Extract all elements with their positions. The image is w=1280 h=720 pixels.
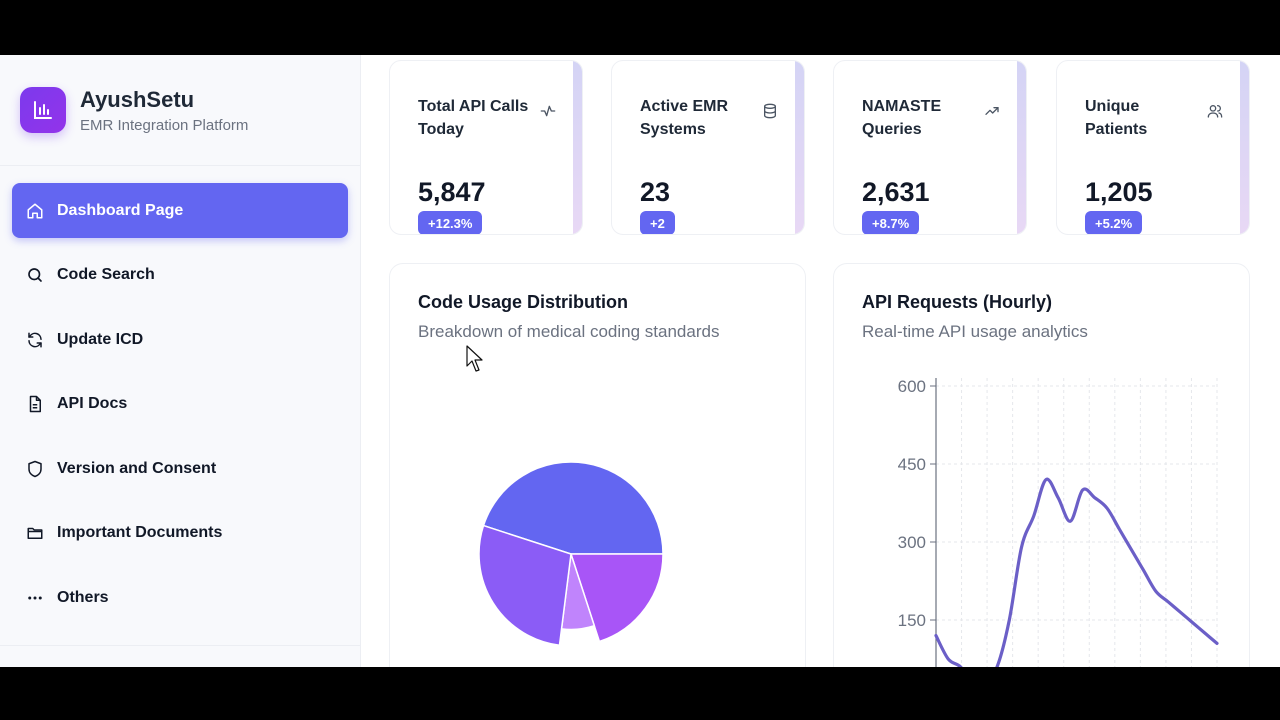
sidebar-item-label: API Docs <box>57 395 128 412</box>
mouse-cursor-icon <box>466 345 483 372</box>
stat-value: 23 <box>640 177 671 207</box>
sidebar-divider <box>0 645 360 646</box>
stat-change-badge: +8.7% <box>862 211 920 234</box>
line-chart: 600 450 300 150 <box>898 377 1219 667</box>
card-title: API Requests (Hourly) <box>862 292 1053 312</box>
folder-icon <box>27 527 43 539</box>
sidebar-nav: Dashboard Page Code Search Update ICD AP… <box>0 166 360 625</box>
pie-slice[interactable] <box>482 438 683 581</box>
sidebar-item-label: Important Documents <box>57 524 223 541</box>
api-requests-card: API Requests (Hourly) Real-time API usag… <box>833 263 1250 667</box>
shield-icon <box>28 460 42 477</box>
brand-subtitle: EMR Integration Platform <box>80 116 249 134</box>
sidebar-item-label: Update ICD <box>57 330 144 348</box>
refresh-icon <box>28 332 42 347</box>
brand-header: AyushSetu EMR Integration Platform <box>0 55 360 166</box>
code-usage-card: Code Usage Distribution Breakdown of med… <box>389 263 806 667</box>
sidebar: AyushSetu EMR Integration Platform Dashb… <box>0 55 361 667</box>
stat-title: NAMASTE Queries <box>862 98 942 138</box>
sidebar-item-others[interactable]: Others <box>12 570 348 625</box>
stat-title: Active EMR Systems <box>640 98 729 138</box>
app-window: AyushSetu EMR Integration Platform Dashb… <box>0 55 1280 667</box>
database-icon <box>764 103 776 119</box>
pie-chart <box>455 438 683 653</box>
sidebar-item-label: Code Search <box>57 266 155 283</box>
pie-slice[interactable] <box>455 524 587 647</box>
sidebar-item-code-search[interactable]: Code Search <box>12 248 348 303</box>
document-icon <box>29 395 41 413</box>
letterbox-bottom <box>0 667 1280 720</box>
activity-icon <box>540 105 556 117</box>
stat-change-badge: +2 <box>640 211 675 234</box>
stat-title: Unique Patients <box>1085 98 1148 138</box>
sidebar-item-update-icd[interactable]: Update ICD <box>12 312 348 367</box>
stat-value: 5,847 <box>418 177 486 207</box>
sidebar-item-label: Version and Consent <box>57 459 217 477</box>
sidebar-item-dashboard[interactable]: Dashboard Page <box>12 183 348 238</box>
bar-chart-icon[interactable] <box>20 87 66 133</box>
users-icon <box>1207 105 1223 118</box>
card-subtitle: Real-time API usage analytics <box>862 322 1088 341</box>
search-icon <box>28 268 42 282</box>
y-tick-label: 450 <box>898 455 926 474</box>
trending-up-icon <box>985 107 999 115</box>
series-line[interactable] <box>934 477 1219 667</box>
letterbox-top <box>0 0 1280 55</box>
stat-card-namaste-queries: NAMASTE Queries 2,631 +8.7% <box>833 60 1027 235</box>
stat-value: 1,205 <box>1085 177 1153 207</box>
sidebar-item-label: Dashboard Page <box>57 201 184 219</box>
stat-card-api-calls: Total API Calls Today 5,847 +12.3% <box>389 60 583 235</box>
stat-change-badge: +12.3% <box>418 211 483 234</box>
stat-change-badge: +5.2% <box>1085 211 1143 234</box>
y-tick-label: 300 <box>898 533 926 552</box>
main-content: Total API Calls Today 5,847 +12.3% Activ… <box>361 55 1280 667</box>
stat-card-unique-patients: Unique Patients 1,205 +5.2% <box>1056 60 1250 235</box>
brand-title: AyushSetu <box>80 86 195 112</box>
card-title: Code Usage Distribution <box>418 292 629 312</box>
card-subtitle: Breakdown of medical coding standards <box>418 322 720 341</box>
stat-title: Total API Calls Today <box>418 98 529 138</box>
y-tick-label: 600 <box>898 377 926 396</box>
sidebar-item-label: Others <box>57 588 109 606</box>
pie-slice[interactable] <box>548 527 667 653</box>
sidebar-item-important-documents[interactable]: Important Documents <box>12 506 348 561</box>
y-tick-label: 150 <box>898 611 926 630</box>
stat-card-emr-systems: Active EMR Systems 23 +2 <box>611 60 805 235</box>
sidebar-item-version-consent[interactable]: Version and Consent <box>12 441 348 496</box>
more-icon <box>28 596 42 599</box>
sidebar-item-api-docs[interactable]: API Docs <box>12 377 348 432</box>
home-icon <box>27 203 43 218</box>
stat-value: 2,631 <box>862 177 930 207</box>
